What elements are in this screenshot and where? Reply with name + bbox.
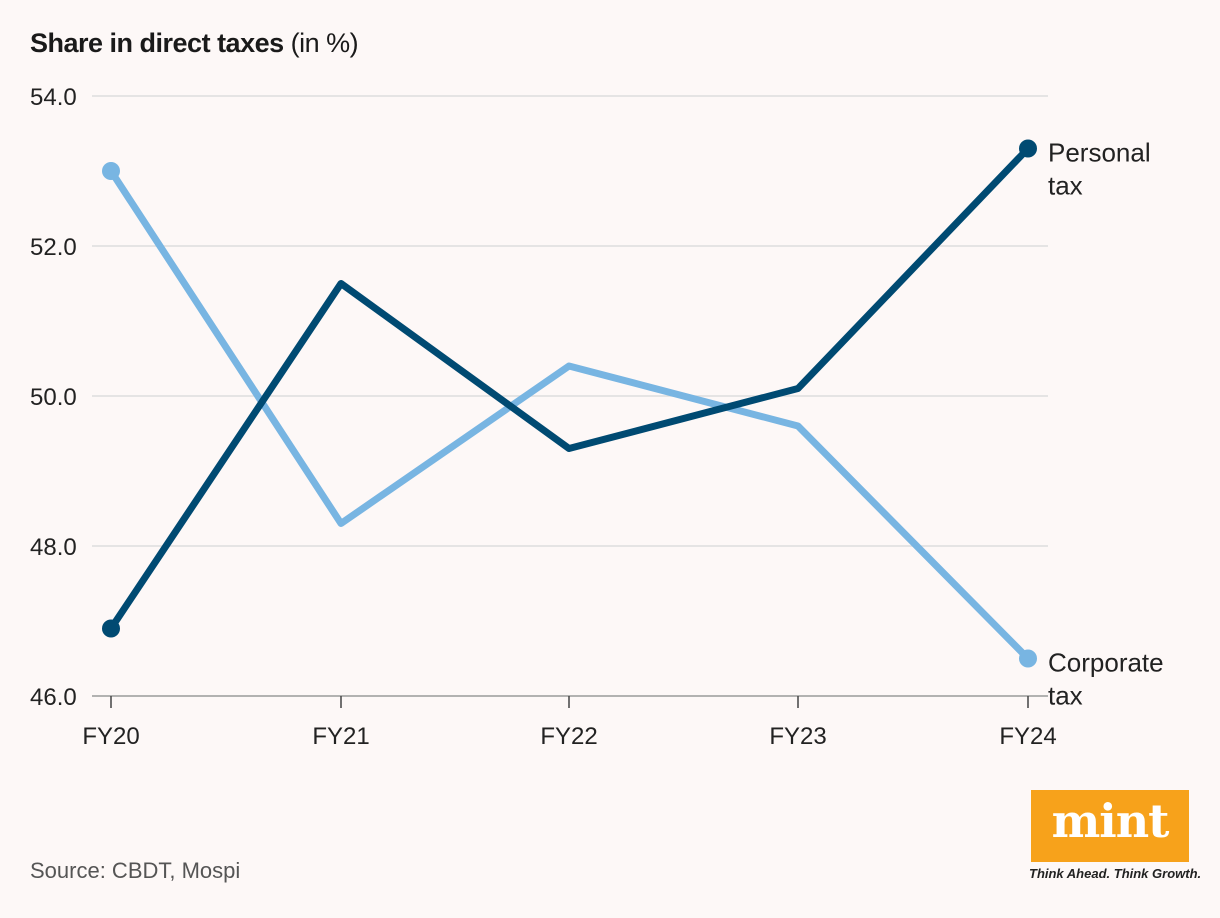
data-point — [102, 619, 120, 638]
gridlines — [92, 95, 1048, 547]
x-axis-labels: FY20 FY21 FY22 FY23 FY24 — [82, 723, 1056, 750]
y-tick-label: 54.0 — [30, 84, 77, 111]
x-axis — [92, 695, 1048, 708]
logo-tagline: Think Ahead. Think Growth. — [1029, 866, 1202, 881]
y-tick-label: 46.0 — [30, 684, 77, 711]
logo-wordmark: mint — [1051, 794, 1170, 848]
y-tick-label: 48.0 — [30, 534, 77, 561]
series-line — [107, 145, 1032, 632]
y-tick-label: 50.0 — [30, 384, 77, 411]
data-point — [102, 162, 120, 180]
x-tick-label: FY20 — [82, 723, 139, 750]
source-note: Source: CBDT, Mospi — [30, 858, 241, 883]
mint-logo: mint — [1031, 790, 1189, 862]
series-label: Corporate — [1048, 648, 1164, 678]
data-point — [1019, 139, 1037, 158]
chart-title-unit: (in %) — [290, 28, 359, 58]
y-tick-label: 52.0 — [30, 234, 77, 261]
series-label: tax — [1048, 681, 1083, 711]
chart-title: Share in direct taxes (in %) — [30, 28, 359, 59]
series-label: tax — [1048, 171, 1083, 201]
x-tick-label: FY22 — [540, 723, 597, 750]
chart-title-main: Share in direct taxes — [30, 28, 284, 58]
series-label: Personal — [1048, 138, 1151, 168]
series — [102, 139, 1037, 668]
data-point — [1019, 649, 1037, 668]
x-tick-label: FY21 — [312, 723, 369, 750]
x-tick-label: FY23 — [769, 723, 826, 750]
y-axis-labels: 46.0 48.0 50.0 52.0 54.0 — [30, 84, 77, 711]
x-tick-label: FY24 — [999, 723, 1056, 750]
series-line — [107, 167, 1032, 662]
